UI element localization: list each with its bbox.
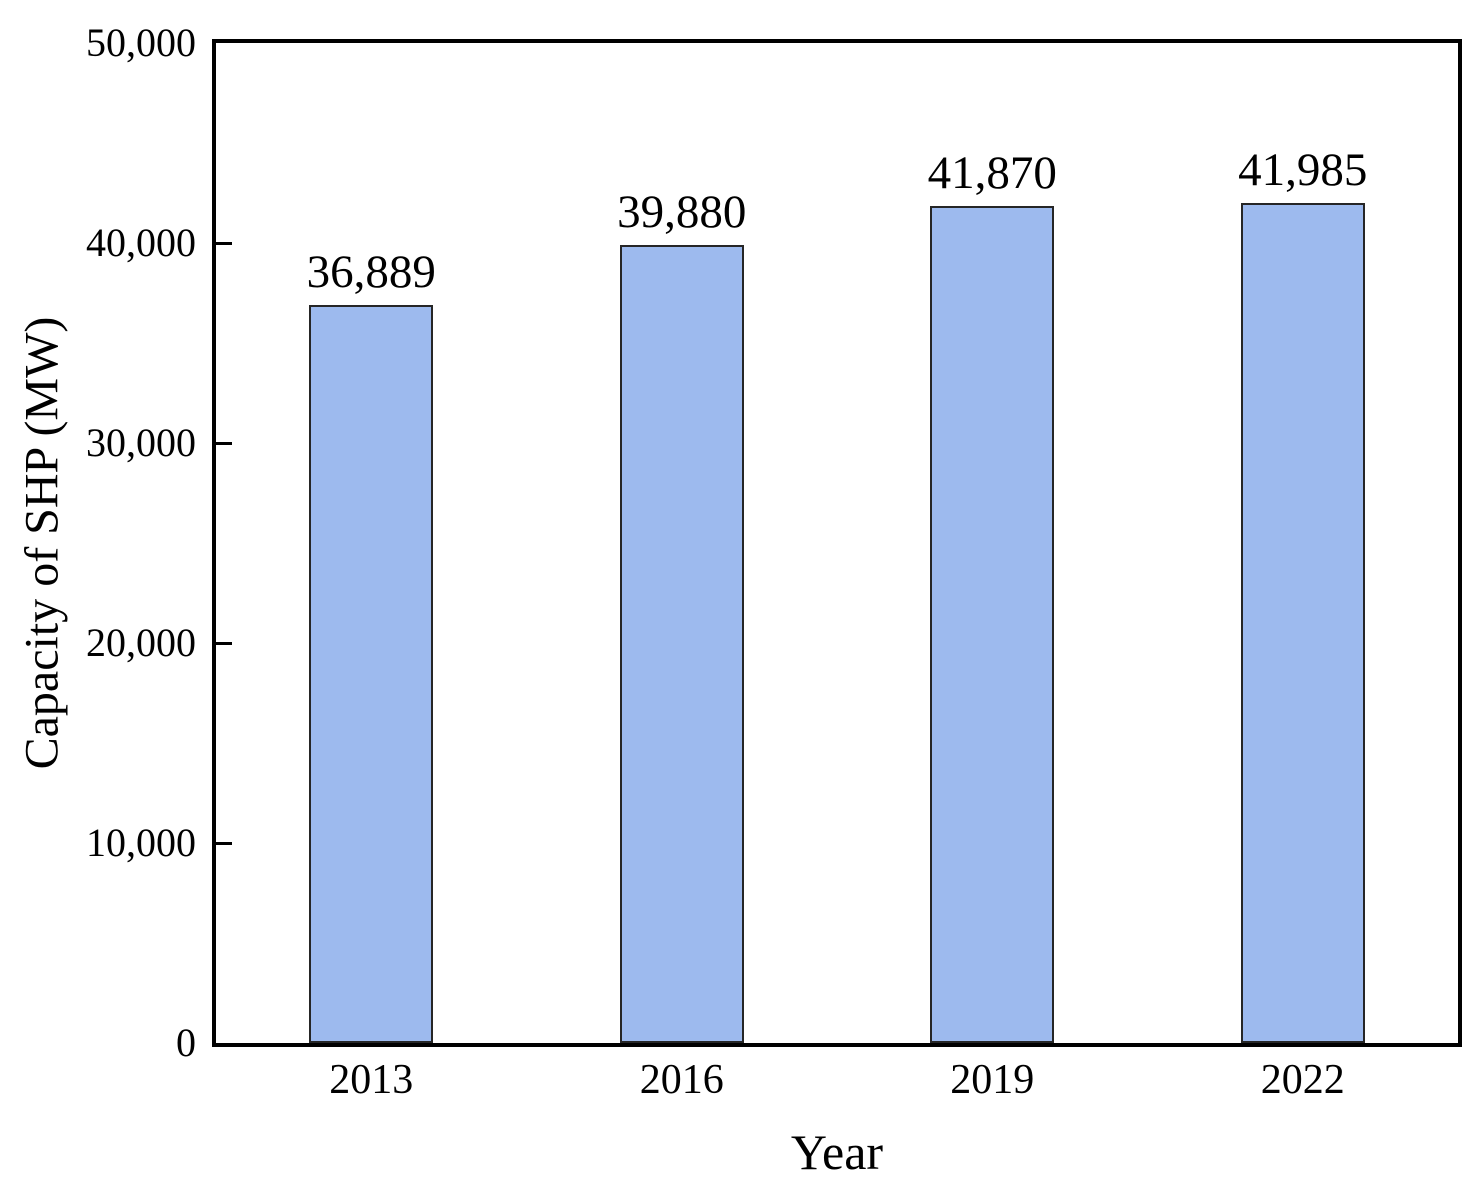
x-axis-title: Year: [790, 1124, 884, 1180]
bar-value-label: 36,889: [306, 246, 436, 299]
y-axis-tick-label: 40,000: [86, 220, 196, 265]
y-axis-tick-label: 20,000: [86, 620, 196, 665]
bar-2019: [930, 205, 1055, 1043]
y-axis-tick: [216, 241, 232, 245]
y-axis-tick: [216, 441, 232, 445]
x-axis-tick-label: 2016: [639, 1057, 724, 1103]
bar-2016: [619, 245, 744, 1043]
x-axis-tick-label: 2022: [1260, 1057, 1345, 1103]
y-axis-tick-label: 30,000: [86, 420, 196, 465]
x-axis-tick-label: 2013: [329, 1057, 414, 1103]
bar-value-label: 39,880: [617, 186, 747, 239]
y-axis-tick-label: 50,000: [86, 20, 196, 65]
bar-value-label: 41,985: [1238, 144, 1368, 197]
x-axis-tick-label: 2019: [950, 1057, 1035, 1103]
y-axis-tick-label: 0: [176, 1020, 196, 1065]
y-axis-tick: [216, 641, 232, 645]
bar-value-label: 41,870: [927, 146, 1057, 199]
y-axis-tick-label: 10,000: [86, 820, 196, 865]
plot-area: 36,889 2013 39,880 2016 41,870 2019 41,985 2022: [216, 43, 1458, 1103]
bar-2013: [309, 305, 434, 1043]
plot-frame: [212, 39, 1462, 1047]
bar-2022: [1240, 203, 1365, 1043]
y-axis-title: Capacity of SHP (MW): [15, 316, 69, 770]
y-axis-tick: [216, 841, 232, 845]
